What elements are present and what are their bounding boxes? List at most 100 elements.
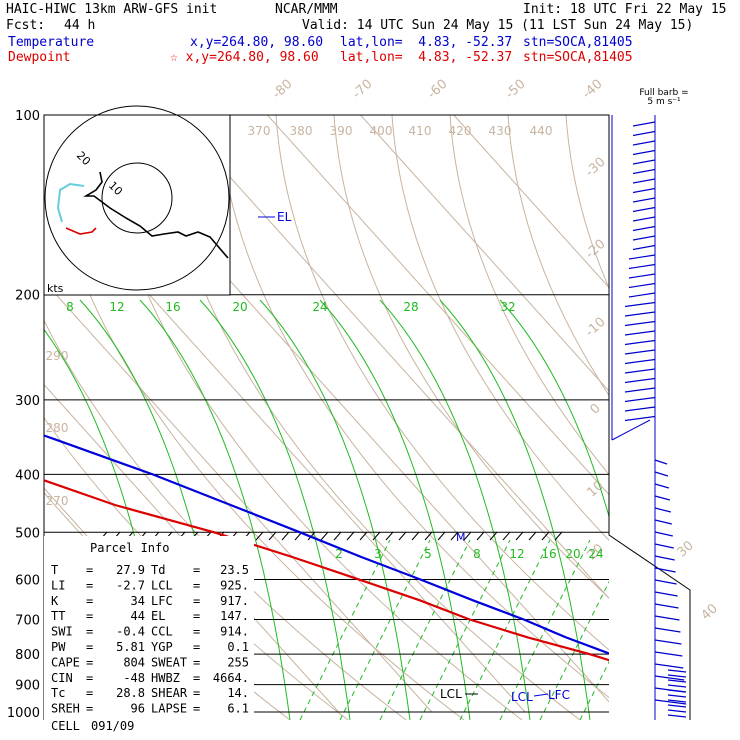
barb-flag	[654, 507, 671, 513]
parcel-eq: =	[86, 655, 93, 669]
dewpoint-latlon: lat,lon= 4.83, -52.37	[340, 50, 513, 65]
pressure-label: 1000	[7, 706, 40, 721]
mixing-ratio-line	[539, 580, 609, 720]
hodograph-units: kts	[47, 282, 64, 295]
m-label: M	[456, 531, 466, 544]
isotherm	[453, 115, 609, 289]
annotations: EL M LCL LCL LFC	[258, 210, 570, 704]
isotherm-label: -40	[580, 77, 606, 102]
barb-flag	[624, 406, 656, 412]
parcel-eq: =	[86, 671, 93, 685]
theta-label: 270	[46, 494, 69, 508]
parcel-key: LAPSE	[151, 702, 187, 716]
isotherm	[44, 280, 433, 713]
barb-flag	[667, 714, 687, 718]
barb-flag	[624, 358, 656, 365]
pressure-label: 900	[15, 679, 40, 694]
parcel-title: Parcel Info	[90, 541, 169, 555]
barb-flag	[632, 159, 656, 165]
full-barb-units: 5 m s⁻¹	[647, 97, 681, 107]
hodograph-box	[43, 114, 231, 296]
hatch-mark	[541, 531, 550, 541]
barb-flag	[632, 244, 656, 251]
barb-flag	[667, 679, 687, 683]
parcel-value: 27.9	[116, 563, 145, 577]
hatch-mark	[476, 531, 485, 541]
barb-flag	[654, 483, 670, 489]
hatch-mark	[281, 531, 290, 541]
barb-flag	[624, 368, 656, 374]
parcel-box-bg	[44, 536, 254, 720]
barb-flag	[667, 674, 687, 678]
barb-flag	[628, 254, 656, 260]
dry-adiabat	[624, 115, 740, 720]
barb-flag	[654, 567, 676, 573]
parcel-key: TT	[51, 609, 65, 623]
temperature-latlon: lat,lon= 4.83, -52.37	[340, 35, 513, 50]
parcel-value: 4664.	[213, 671, 249, 685]
parcel-value: 147.	[220, 609, 249, 623]
dry-adiabat	[333, 115, 609, 599]
hatch-mark	[528, 531, 537, 541]
barb-flag	[624, 330, 656, 336]
isotherm-label: -20	[583, 237, 609, 262]
barb-flag	[667, 704, 687, 708]
moist-adiabat	[259, 299, 411, 720]
parcel-key: SREH	[51, 702, 80, 716]
isotherm-label: 30	[674, 538, 696, 560]
pressure-label: 100	[15, 109, 40, 124]
parcel-key: HWBZ	[151, 671, 180, 685]
lcl-label-dewpoint: LCL	[440, 687, 462, 701]
mixing-ratio-label: 8	[473, 547, 481, 561]
parcel-info-box: Parcel Info T = 27.9 Td = 23.5 LI = -2.7 LCL = 925. K…	[44, 536, 254, 733]
pressure-label: 700	[15, 614, 40, 629]
dewpoint-trace	[44, 479, 609, 662]
parcel-key: LCL	[151, 578, 173, 592]
parcel-key: YGP	[151, 640, 173, 654]
barb-flag	[632, 225, 656, 232]
hatch-mark	[463, 531, 472, 541]
barb-flag	[624, 301, 656, 308]
hatch-mark	[333, 531, 342, 541]
hodograph-trace-high	[65, 227, 97, 235]
parcel-value: 14.	[227, 686, 249, 700]
hatch-mark	[359, 531, 368, 541]
mixing-ratio-line	[660, 540, 740, 720]
parcel-eq: =	[193, 563, 200, 577]
barb-flag	[654, 675, 685, 681]
parcel-key: EL	[151, 609, 165, 623]
barb-flag	[632, 121, 656, 127]
parcel-key: Tc	[51, 686, 65, 700]
barb-flag	[632, 130, 656, 137]
hatch-mark	[320, 531, 329, 541]
parcel-eq: =	[86, 578, 93, 592]
parcel-value: 5.81	[116, 640, 145, 654]
mixing-ratio-label: 3	[374, 547, 382, 561]
mixing-ratio-line	[379, 539, 471, 720]
parcel-value: 917.	[220, 594, 249, 608]
barb-flag	[654, 471, 669, 477]
pressure-label: 400	[15, 468, 40, 483]
isotherm-label: -60	[425, 77, 451, 102]
parcel-value: 255	[227, 655, 249, 669]
hatch-mark	[346, 531, 355, 541]
lcl-label-temperature: LCL	[511, 690, 533, 704]
hatch-mark	[411, 531, 420, 541]
theta-label: 410	[409, 124, 432, 138]
parcel-cell-value: 091/09	[91, 719, 134, 733]
mixing-ratio-label: 28	[403, 300, 418, 314]
isotherm-label: -50	[503, 77, 529, 102]
parcel-value: 23.5	[220, 563, 249, 577]
barb-flag	[654, 663, 684, 669]
parcel-value: -48	[123, 671, 145, 685]
parcel-eq: =	[193, 609, 200, 623]
sounding-traces	[44, 434, 609, 662]
dry-adiabat	[449, 115, 609, 476]
parcel-key: K	[51, 594, 59, 608]
barb-flag	[624, 311, 656, 317]
parcel-value: -0.4	[116, 625, 145, 639]
dry-adiabat	[391, 115, 609, 542]
moist-adiabat	[499, 299, 609, 519]
mixing-ratio-labels: 2 3 5 8 12 16 20 24 8 12 16 20 24 28 32	[66, 300, 603, 561]
barb-flag	[654, 591, 678, 597]
